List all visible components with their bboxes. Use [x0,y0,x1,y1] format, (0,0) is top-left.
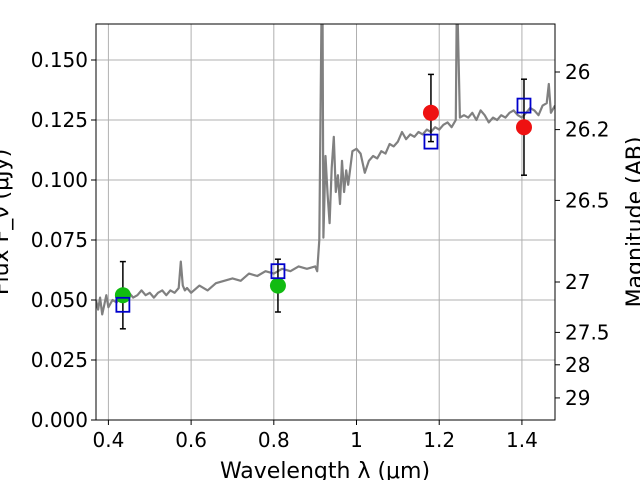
right-tick-label: 26 [565,60,590,84]
right-tick-label: 27 [565,270,590,294]
model-photometry-point [115,296,131,313]
y-axis-label: Flux F_ν (μJy) [0,149,14,295]
y-tick-label: 0.100 [31,168,88,192]
y-tick-label: 0.050 [31,288,88,312]
observed-point [114,287,131,304]
x-axis-label: Wavelength λ (μm) [220,459,430,480]
x-tick-label: 0.6 [175,428,207,452]
observed-point [422,104,439,121]
right-tick-label: 26.5 [565,188,610,212]
y-tick-label: 0.025 [31,348,88,372]
x-tick-label: 1 [350,428,363,452]
x-axis-ticks: 0.4 0.6 0.8 1 1.2 1.4 [92,420,538,452]
right-tick-label: 27.5 [565,320,610,344]
y-tick-label: 0.075 [31,228,88,252]
x-tick-label: 1.4 [506,428,538,452]
spectrum-line [96,24,555,316]
spectrum-layer [96,24,555,316]
x-tick-label: 0.8 [258,428,290,452]
observed-point [515,119,532,136]
y-tick-label: 0.000 [31,408,88,432]
model-photometry-point [423,133,439,150]
right-axis-label: Magnitude (AB) [623,137,640,308]
plot-frame [95,23,556,421]
right-tick-label: 26.2 [565,118,610,142]
model-photometry-point [270,263,286,280]
x-tick-label: 1.2 [423,428,455,452]
y-tick-label: 0.150 [31,48,88,72]
right-tick-label: 28 [565,353,590,377]
y-tick-label: 0.125 [31,108,88,132]
right-tick-label: 29 [565,386,590,410]
model-photometry-point [516,97,532,114]
y-axis-ticks: 0.000 0.025 0.050 0.075 0.100 0.125 0.150 [31,48,96,432]
photometry-layer [114,73,532,330]
right-axis-ticks: 26 26.2 26.5 27 27.5 28 29 [555,60,610,410]
x-tick-label: 0.4 [92,428,124,452]
observed-point [269,277,286,294]
